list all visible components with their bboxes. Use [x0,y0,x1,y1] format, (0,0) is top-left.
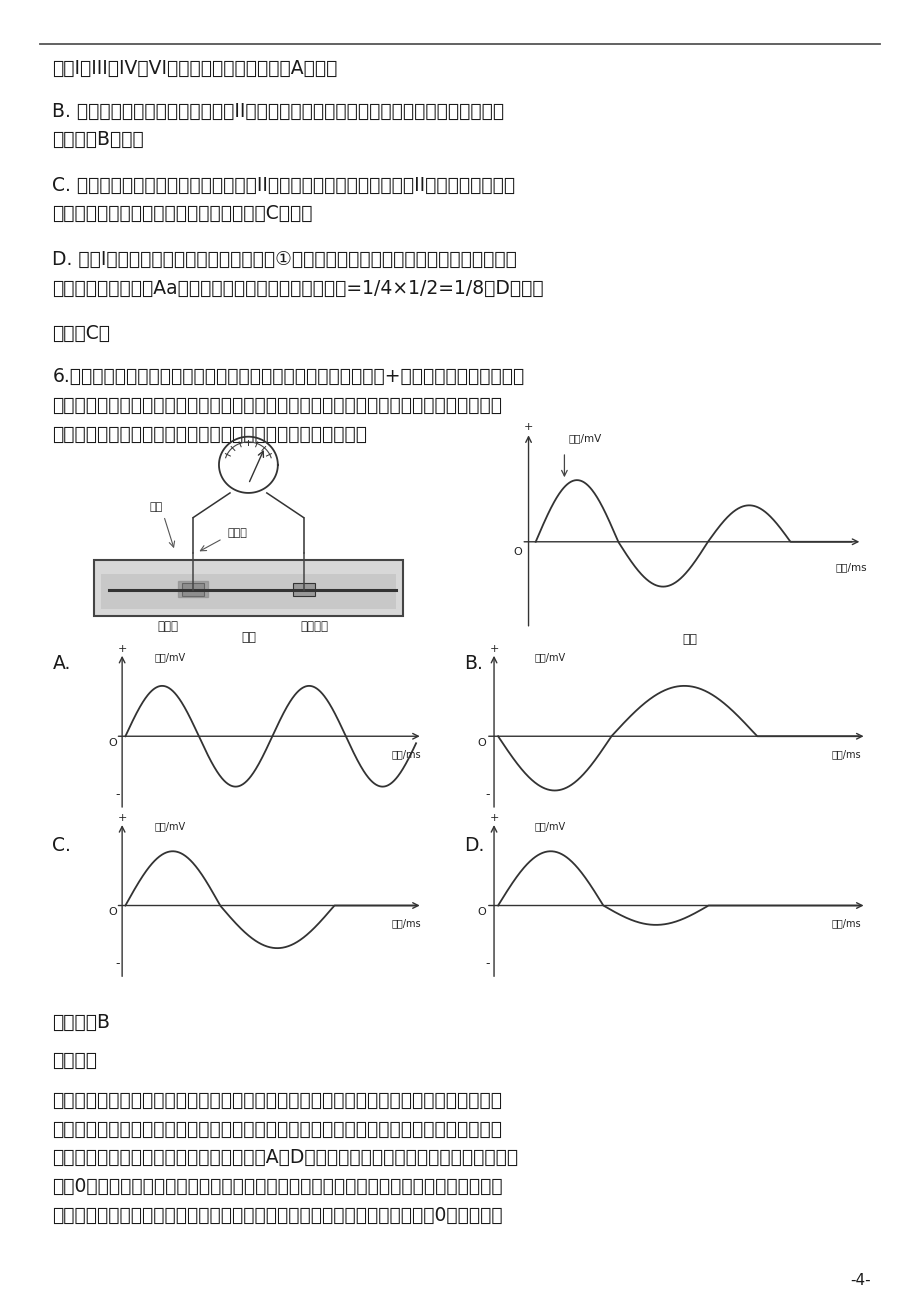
Text: 时间/ms: 时间/ms [391,749,421,759]
Text: 图甲: 图甲 [241,631,255,644]
Text: 产生动作电位即膜外为负电位，而此时电流表的右侧仍为静息电位即膜外为正电位，指针将: 产生动作电位即膜外为负电位，而此时电流表的右侧仍为静息电位即膜外为正电位，指针将 [52,1120,502,1139]
Text: D. 家系I中父母表现正常，而儿子患病，且①携带致病基因，故该病为常染色体隐性遗传，: D. 家系I中父母表现正常，而儿子患病，且①携带致病基因，故该病为常染色体隐性遗… [52,250,516,270]
Text: 归于0值；当兴奋传导至电流表右侧时，右侧产生动作电位，而左侧仍为静息电位，指针将: 归于0值；当兴奋传导至电流表右侧时，右侧产生动作电位，而左侧仍为静息电位，指针将 [52,1177,503,1197]
Bar [292,583,314,595]
Text: 微电极: 微电极 [227,529,247,538]
Text: 神经纤维产生兴奋的膜电位（如图乙），其中箭头表示施加适宜刺激，阴影表示兴奋区域。: 神经纤维产生兴奋的膜电位（如图乙），其中箭头表示施加适宜刺激，阴影表示兴奋区域。 [52,396,502,415]
Text: +: + [489,814,498,823]
Bar [182,583,204,595]
Text: 电位/mV: 电位/mV [534,652,565,661]
Text: +: + [523,422,533,432]
Text: B.: B. [464,654,483,673]
Text: -: - [115,788,119,801]
Text: 发生一次向右偏转，根据题意为正值，随后该部位恢复至静息电位，指向归于0值；由于兴: 发生一次向右偏转，根据题意为正值，随后该部位恢复至静息电位，指向归于0值；由于兴 [52,1206,503,1225]
Text: D.: D. [464,836,484,855]
Text: 刺激: 刺激 [150,503,163,512]
Text: 【答案】B: 【答案】B [52,1013,110,1032]
Text: 在箭头处施加适宜刺激，该处产生的兴奋沿神经纤维进行传导，先到达电流表的左侧，使之: 在箭头处施加适宜刺激，该处产生的兴奋沿神经纤维进行传导，先到达电流表的左侧，使之 [52,1091,502,1111]
Bar [101,574,395,609]
Text: 神经纤维: 神经纤维 [301,620,328,633]
Text: -: - [485,788,490,801]
Text: 发生一次向左偏转，根据题意此为负值；故A、D项错误；随后该部位恢复至静息电位，指向: 发生一次向左偏转，根据题意此为负值；故A、D项错误；随后该部位恢复至静息电位，指… [52,1148,518,1168]
Text: 答案选C。: 答案选C。 [52,324,110,344]
Text: 即父母的基因型皆为Aa，则他们再生一个患病女儿的概率=1/4×1/2=1/8，D正确；: 即父母的基因型皆为Aa，则他们再生一个患病女儿的概率=1/4×1/2=1/8，D… [52,279,543,298]
Text: A.: A. [52,654,71,673]
Text: C. 软骨发育不全是显性遗传病，而家系II中的父母表现都正常，若家系II中的父母均携带了: C. 软骨发育不全是显性遗传病，而家系II中的父母表现都正常，若家系II中的父母… [52,176,515,195]
Text: 合，I、III、IV、VI都符合红绿色盲的遗传，A正确；: 合，I、III、IV、VI都符合红绿色盲的遗传，A正确； [52,59,337,78]
Text: O: O [108,738,117,749]
Text: O: O [513,547,522,557]
Text: 女儿的致病基因，该致病基因是隐性基因，C错误；: 女儿的致病基因，该致病基因是隐性基因，C错误； [52,204,312,224]
Text: O: O [477,907,486,918]
Text: O: O [108,907,117,918]
Text: +: + [489,644,498,654]
Text: O: O [477,738,486,749]
Bar [94,560,403,616]
Text: 时间/ms: 时间/ms [391,918,421,928]
Text: 盐溶液: 盐溶液 [157,620,177,633]
Text: 6.科学家用枪乌贼的神经纤维进行实验（如图甲，电流左进右出为+），记录在钠离子溶液中: 6.科学家用枪乌贼的神经纤维进行实验（如图甲，电流左进右出为+），记录在钠离子溶… [52,367,524,387]
Text: 电位/mV: 电位/mV [567,434,601,443]
Text: 电位/mV: 电位/mV [534,822,565,831]
Text: 时间/ms: 时间/ms [834,562,867,572]
Text: -: - [485,957,490,970]
Text: -4-: -4- [849,1273,869,1289]
Text: 【解析】: 【解析】 [52,1051,97,1070]
Text: 性遗传，B正确；: 性遗传，B正确； [52,130,144,150]
Bar [178,581,208,596]
Text: 若将记录仪的微电极均置于膜外，其他条件不变，则测量结果是: 若将记录仪的微电极均置于膜外，其他条件不变，则测量结果是 [52,424,367,444]
Text: 电位/mV: 电位/mV [154,652,186,661]
Text: 时间/ms: 时间/ms [831,749,860,759]
Text: C.: C. [52,836,72,855]
Text: B. 若图中患者患同一种遗传病，由II家系的女儿患病，父母都正常判断该病为常染色体隐: B. 若图中患者患同一种遗传病，由II家系的女儿患病，父母都正常判断该病为常染色… [52,102,504,121]
Text: +: + [118,814,127,823]
Text: 时间/ms: 时间/ms [831,918,860,928]
Text: -: - [115,957,119,970]
Text: 电位/mV: 电位/mV [154,822,186,831]
Text: +: + [118,644,127,654]
Text: 图乙: 图乙 [682,633,697,646]
